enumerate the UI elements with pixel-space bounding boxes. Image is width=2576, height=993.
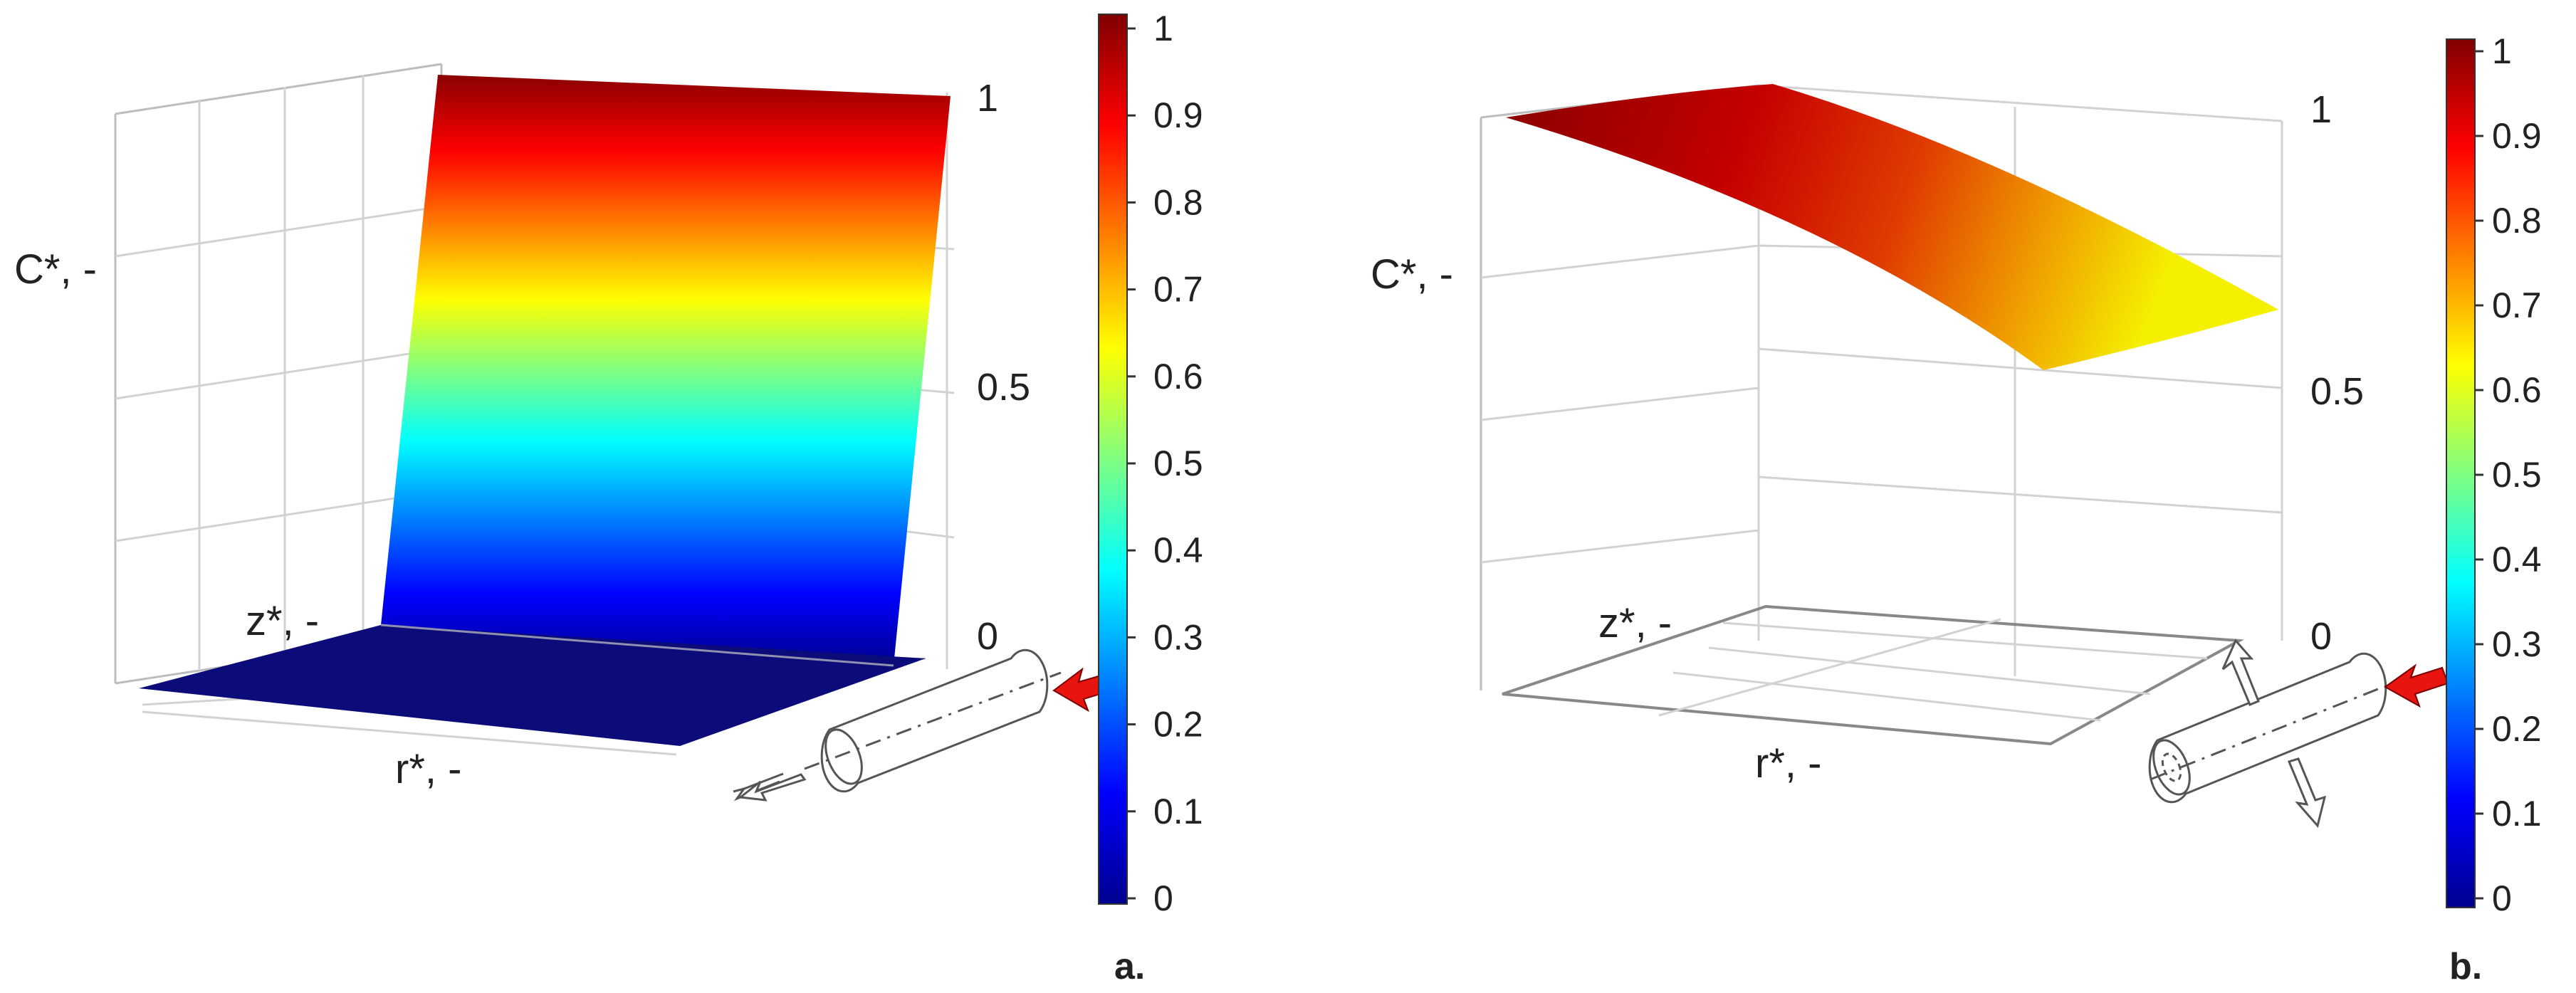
colorbar-tick-label: 0.5: [1153, 443, 1203, 483]
colorbar-tick-label: 0.9: [1153, 95, 1203, 135]
panel-a-ztick-1: 1: [977, 77, 998, 120]
panel-b-colorbar: 0 0.1 0.2 0.3 0.4 0.5 0.6 0.7 0.8 0.9 1: [2446, 31, 2542, 918]
colorbar-tick-label: 0.4: [1153, 530, 1203, 570]
colorbar-tick-label: 0.2: [1153, 705, 1203, 745]
panel-a-colorbar: 0 0.1 0.2 0.3 0.4 0.5 0.6 0.7 0.8 0.9 1: [1098, 9, 1203, 918]
panel-a-surface-wall: [381, 75, 951, 666]
panel-a-xlabel: r*, -: [395, 746, 461, 792]
panel-a-ztick-05: 0.5: [977, 366, 1030, 409]
panel-a: 1 0.5 0 C*, - z*, - r*, - 00.10.20.30.40…: [14, 9, 1203, 987]
panel-b: 1 0.5 0 C*, - z*, - r*, - 00.10.20.30.40…: [1371, 31, 2542, 987]
colorbar-tick-label: 0.8: [1153, 182, 1203, 222]
colorbar-tick-label: 0.7: [2492, 285, 2542, 325]
panel-b-ztick-1: 1: [2310, 88, 2332, 131]
colorbar-tick-label: 0.4: [2492, 540, 2542, 579]
colorbar-tick-label: 1: [1153, 9, 1173, 48]
panel-b-ztick-0: 0: [2310, 615, 2332, 658]
colorbar-tick-label: 0.7: [1153, 270, 1203, 310]
colorbar-tick-label: 0.5: [2492, 455, 2542, 495]
panel-a-ztick-0: 0: [977, 615, 998, 658]
panel-b-grid: [1480, 84, 2283, 746]
panel-b-xlabel: r*, -: [1755, 740, 1821, 787]
colorbar-tick-label: 0.3: [2492, 624, 2542, 664]
panel-b-inlet-arrow: [2384, 663, 2449, 708]
panel-b-cylinder-icon: [2148, 639, 2393, 829]
colorbar-tick-label: 0.1: [1153, 792, 1203, 831]
colorbar-tick-label: 0.9: [2492, 116, 2542, 156]
panel-a-label: a.: [1114, 946, 1145, 987]
colorbar-tick-label: 0.2: [2492, 709, 2542, 749]
panel-a-zlabel: C*, -: [14, 246, 97, 293]
colorbar-tick-label: 0.3: [1153, 617, 1203, 657]
colorbar-tick-label: 0.6: [2492, 370, 2542, 410]
panel-b-zlabel: C*, -: [1371, 251, 1453, 298]
panel-a-surface-floor: [139, 625, 926, 746]
panel-b-label: b.: [2449, 946, 2482, 987]
panel-b-ztick-05: 0.5: [2310, 370, 2364, 413]
panel-b-surface: [1506, 84, 2278, 370]
colorbar-tick-label: 0.8: [2492, 201, 2542, 241]
colorbar-tick-label: 0.6: [1153, 357, 1203, 396]
colorbar-tick-label: 1: [2492, 31, 2512, 71]
panel-a-cylinder-icon: [733, 648, 1062, 802]
panel-b-ylabel: z*, -: [1598, 600, 1672, 646]
colorbar-tick-label: 0.1: [2492, 794, 2542, 834]
colorbar-tick-label: 0: [2492, 878, 2512, 918]
panel-a-ylabel: z*, -: [246, 598, 319, 644]
colorbar-tick-label: 0: [1153, 878, 1173, 918]
